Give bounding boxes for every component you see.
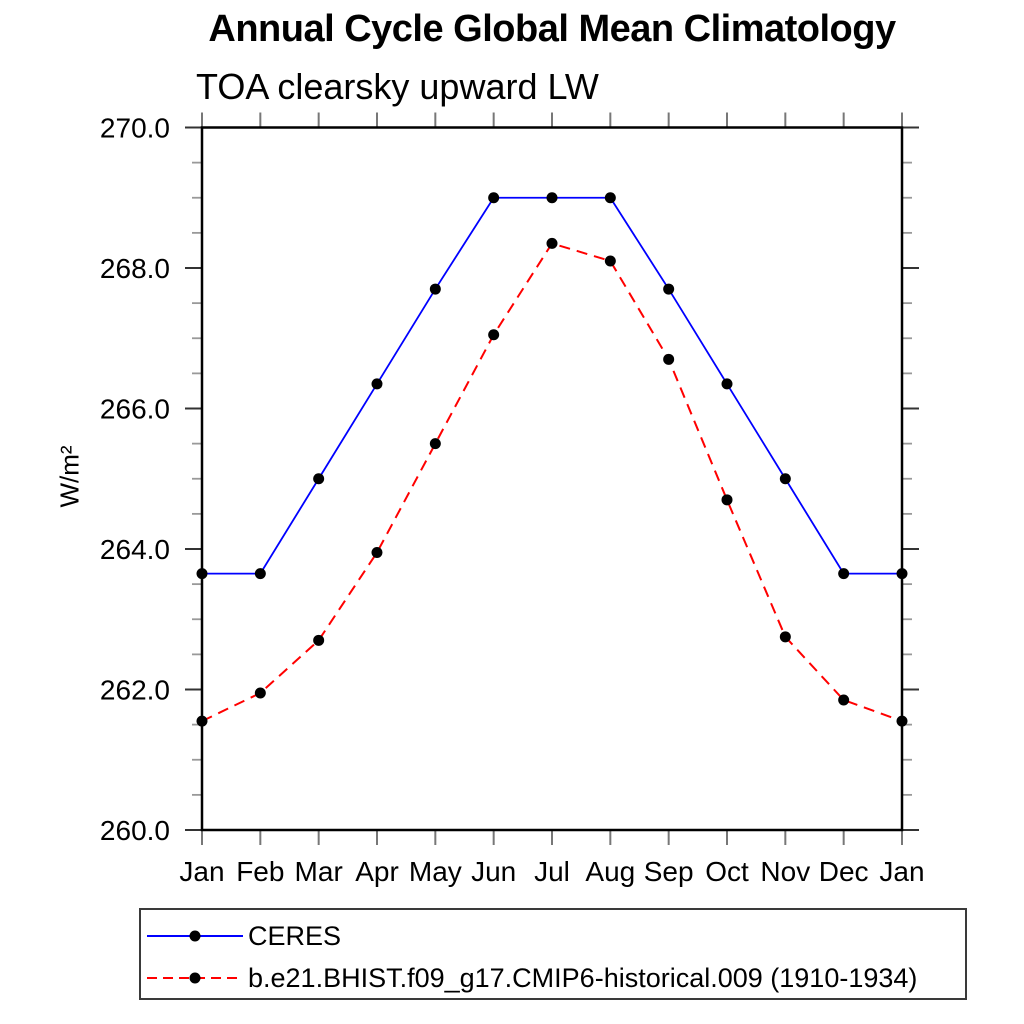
data-point-marker [896,715,908,727]
data-point-marker [721,378,733,390]
data-point-marker [779,631,791,643]
legend-box: CERES b.e21.BHIST.f09_g17.CMIP6-historic… [139,908,967,1000]
x-tick-label: Aug [585,856,635,887]
data-point-marker [546,192,558,204]
data-point-marker [838,568,850,580]
legend-line-sample-model [147,972,243,984]
y-tick-label: 262.0 [100,675,170,706]
data-point-marker [721,494,733,506]
y-tick-label: 268.0 [100,253,170,284]
x-tick-label: Sep [644,856,694,887]
data-point-marker [663,353,675,365]
x-tick-label: Jan [879,856,924,887]
data-point-marker [313,473,325,485]
x-tick-label: Jun [471,856,516,887]
data-point-marker [779,473,791,485]
legend-item-model: b.e21.BHIST.f09_g17.CMIP6-historical.009… [144,963,917,993]
data-point-marker [196,568,208,580]
data-point-marker [313,634,325,646]
series-line-0 [202,196,902,575]
data-point-marker [429,438,441,450]
data-point-marker [838,694,850,706]
data-point-marker [371,378,383,390]
series-line-1 [201,242,903,723]
x-tick-label: May [409,856,462,887]
data-point-marker [371,547,383,559]
data-point-marker [488,329,500,341]
data-point-marker [604,255,616,267]
data-point-marker [429,283,441,295]
x-tick-label: Nov [760,856,810,887]
data-point-marker [604,192,616,204]
x-tick-label: Mar [295,856,343,887]
chart-subtitle: TOA clearsky upward LW [196,66,599,107]
axis-ticks [185,112,919,845]
data-point-marker [546,237,558,249]
y-tick-label: 270.0 [100,113,170,144]
legend-label-ceres: CERES [248,920,342,951]
data-point-marker [896,568,908,580]
plot-frame [200,126,904,832]
data-point-marker [196,715,208,727]
x-tick-label: Jan [179,856,224,887]
x-tick-label: Apr [355,856,399,887]
data-point-marker [488,192,500,204]
x-tick-label: Dec [819,856,869,887]
y-tick-label: 264.0 [100,534,170,565]
y-tick-label: 260.0 [100,815,170,846]
data-series [196,192,908,727]
legend-line-sample-ceres [147,930,243,942]
legend-label-model: b.e21.BHIST.f09_g17.CMIP6-historical.009… [248,962,918,993]
data-point-marker [254,568,266,580]
plot-border [200,126,904,832]
legend-item-ceres: CERES [144,921,341,951]
x-tick-label: Oct [705,856,749,887]
data-point-marker [663,283,675,295]
x-tick-label: Feb [236,856,284,887]
y-tick-label: 266.0 [100,394,170,425]
chart-title: Annual Cycle Global Mean Climatology [208,8,896,50]
data-point-marker [254,687,266,699]
axis-tick-labels: 270.0 268.0 266.0 264.0 262.0 260.0 Jan Feb Mar A… [100,113,925,888]
x-tick-label: Jul [534,856,570,887]
